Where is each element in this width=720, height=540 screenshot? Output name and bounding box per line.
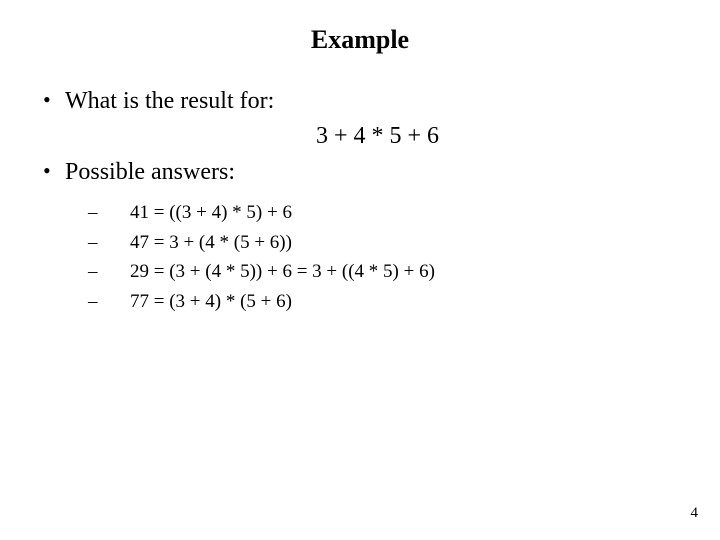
bullet-possible-answers: Possible answers: [40, 156, 690, 188]
answer-item: 41 = ((3 + 4) * 5) + 6 [85, 201, 690, 225]
expression-text: 3 + 4 * 5 + 6 [30, 123, 690, 150]
bullet-question: What is the result for: [40, 85, 690, 117]
slide-title: Example [30, 25, 690, 55]
answer-item: 47 = 3 + (4 * (5 + 6)) [85, 231, 690, 255]
answers-list: 41 = ((3 + 4) * 5) + 6 47 = 3 + (4 * (5 … [30, 201, 690, 314]
answer-item: 77 = (3 + 4) * (5 + 6) [85, 290, 690, 314]
main-bullet-list-2: Possible answers: [30, 156, 690, 188]
page-number: 4 [691, 505, 699, 522]
answer-item: 29 = (3 + (4 * 5)) + 6 = 3 + ((4 * 5) + … [85, 260, 690, 284]
main-bullet-list: What is the result for: [30, 85, 690, 117]
